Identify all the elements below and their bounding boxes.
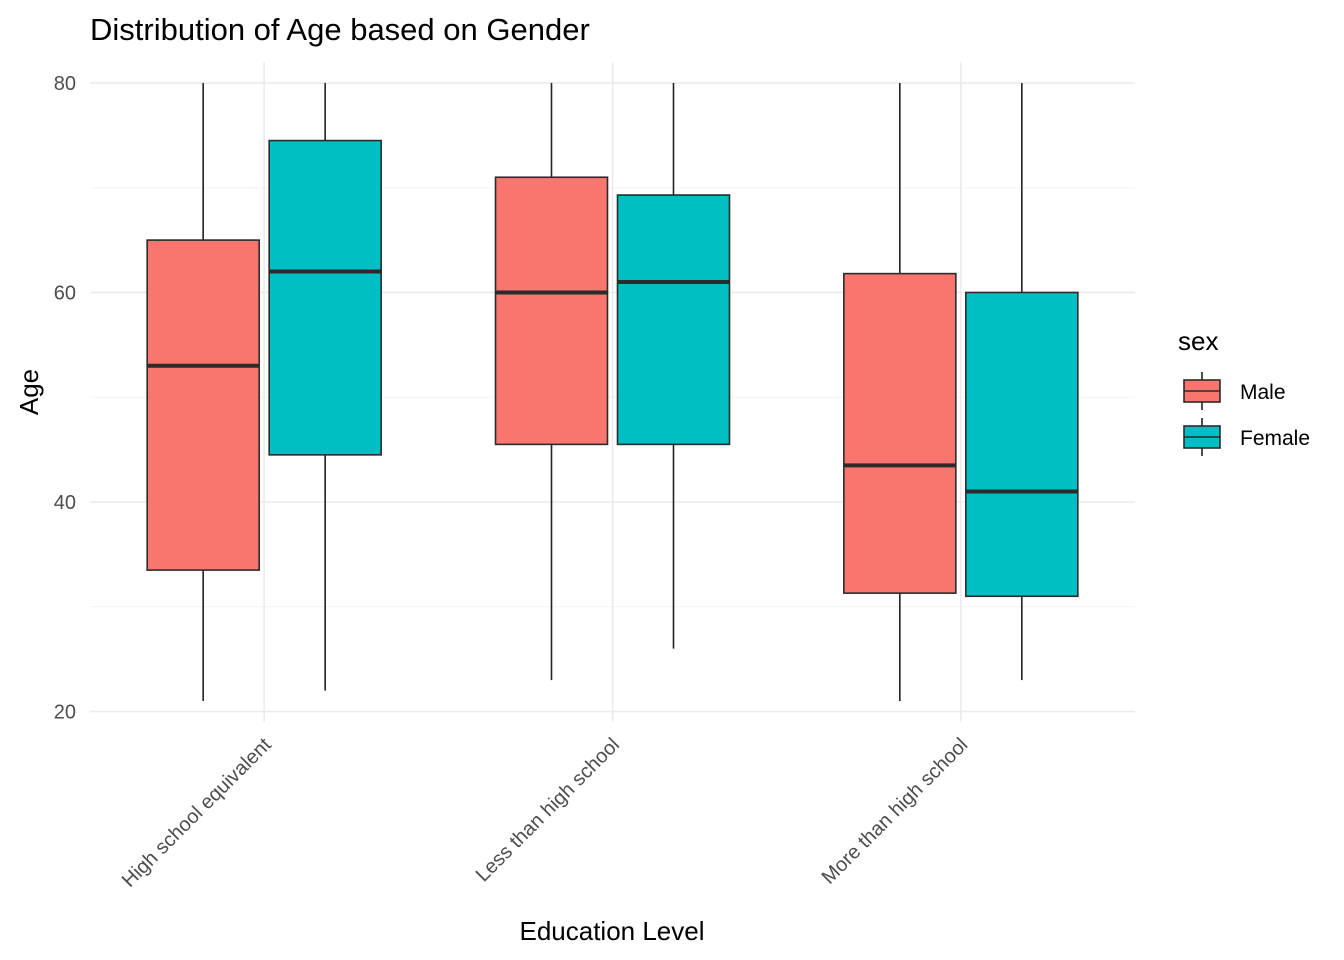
y-tick-label: 40 [54, 492, 76, 514]
legend: sex Male Female [1178, 326, 1310, 456]
box-male-0 [146, 82, 260, 702]
legend-item-male: Male [1183, 372, 1286, 410]
iqr-box [146, 239, 260, 571]
legend-item-female: Female [1183, 418, 1310, 456]
legend-title: sex [1178, 326, 1218, 356]
grid-lines [90, 62, 1135, 722]
box-female-2 [965, 82, 1079, 681]
y-tick-label: 80 [54, 73, 76, 95]
chart-title: Distribution of Age based on Gender [90, 12, 590, 47]
iqr-box [843, 272, 957, 594]
x-axis-title: Education Level [519, 916, 704, 946]
legend-label: Female [1240, 427, 1310, 450]
iqr-box [965, 291, 1079, 598]
x-tick-label: More than high school [818, 734, 973, 889]
box-male-1 [494, 82, 609, 681]
y-tick-label: 60 [54, 282, 76, 304]
y-tick-label: 20 [54, 702, 76, 724]
box-series [146, 82, 1079, 702]
y-axis-ticks: 20 40 60 80 [54, 73, 76, 724]
x-tick-label: High school equivalent [118, 734, 276, 892]
x-tick-label: Less than high school [472, 734, 624, 886]
box-female-0 [268, 82, 382, 691]
iqr-box [268, 139, 382, 456]
x-axis-ticks: High school equivalent Less than high sch… [118, 734, 973, 892]
iqr-box [494, 176, 609, 446]
y-axis-title: Age [14, 369, 44, 415]
box-female-1 [616, 82, 731, 649]
iqr-box [616, 194, 731, 446]
legend-label: Male [1240, 381, 1286, 404]
box-male-2 [843, 82, 957, 702]
